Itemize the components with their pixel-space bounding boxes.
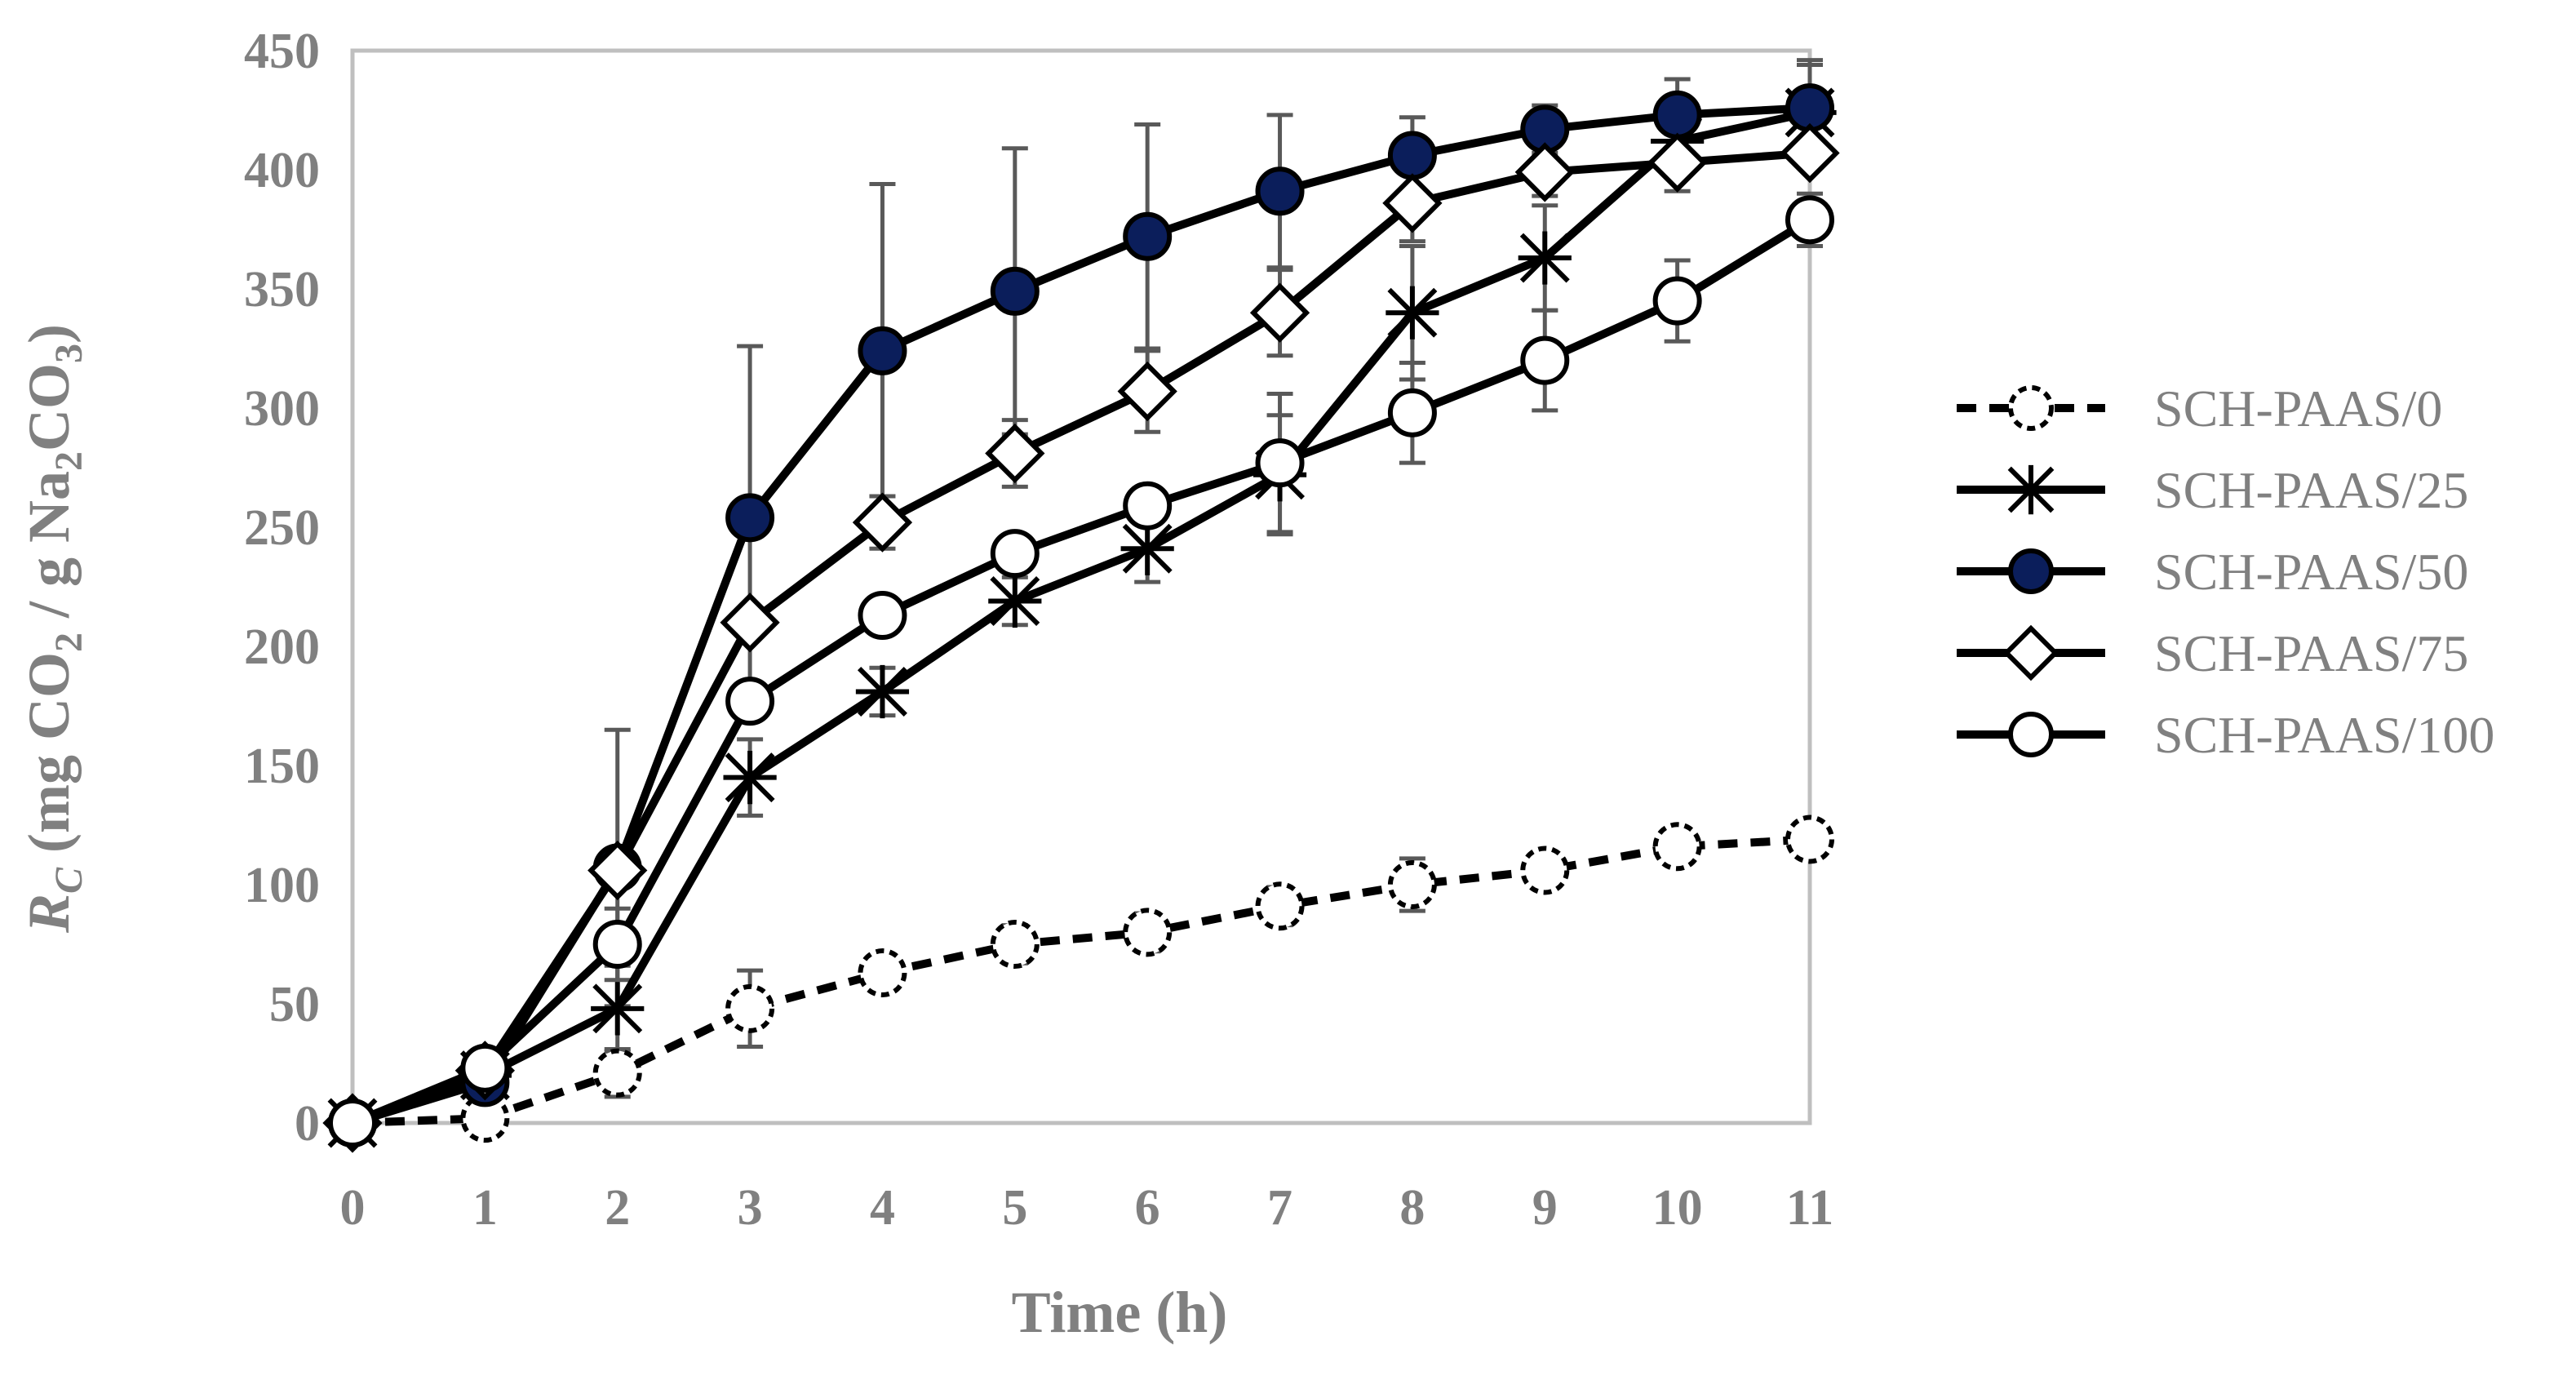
- y-tick-label: 300: [244, 381, 320, 437]
- open-circle-marker: [1652, 276, 1702, 326]
- diamond-marker: [1249, 282, 1310, 343]
- y-tick-label: 200: [244, 619, 320, 675]
- asterisk-marker: [1518, 231, 1572, 285]
- filled-circle-marker: [858, 326, 907, 375]
- x-tick-label: 5: [1002, 1180, 1027, 1236]
- diamond-marker: [1514, 142, 1575, 202]
- filled-circle-marker: [1652, 90, 1702, 140]
- series-line: [352, 835, 1811, 1127]
- asterisk-marker: [591, 982, 645, 1036]
- legend-label: SCH-PAAS/50: [2154, 543, 2468, 601]
- filled-circle-marker: [2008, 548, 2054, 594]
- filled-circle-marker: [990, 266, 1040, 316]
- y-tick-label: 0: [295, 1096, 320, 1152]
- filled-circle-marker: [1123, 211, 1173, 261]
- diamond-marker: [852, 492, 913, 553]
- x-tick-label: 3: [738, 1180, 763, 1236]
- y-tick-label: 100: [244, 858, 320, 913]
- y-tick-label: 400: [244, 143, 320, 198]
- y-tick-label: 50: [269, 977, 320, 1032]
- open-circle-marker: [1520, 335, 1570, 385]
- x-tick-label: 2: [605, 1180, 630, 1236]
- open-circle-marker: [1387, 388, 1437, 437]
- open-circle-marker: [1123, 908, 1173, 957]
- diamond-marker: [1382, 173, 1443, 233]
- filled-circle-marker: [1255, 166, 1305, 216]
- x-axis-ticks: 0 1 2 3 4 5 6 7 8 9 10 11: [340, 1180, 1834, 1236]
- x-tick-label: 11: [1786, 1180, 1834, 1236]
- open-circle-marker: [1520, 846, 1570, 895]
- asterisk-marker: [1386, 286, 1439, 340]
- open-circle-marker: [592, 1048, 642, 1098]
- open-circle-marker: [1785, 195, 1834, 245]
- diamond-marker: [2002, 624, 2059, 681]
- asterisk-marker: [1120, 522, 1174, 575]
- legend-label: SCH-PAAS/75: [2154, 624, 2468, 682]
- x-tick-label: 6: [1135, 1180, 1160, 1236]
- open-circle-marker: [1123, 481, 1173, 530]
- filled-circle-marker: [1387, 131, 1437, 180]
- x-tick-label: 9: [1532, 1180, 1558, 1236]
- open-circle-marker: [1652, 822, 1702, 872]
- open-circle-marker: [990, 920, 1040, 969]
- open-circle-marker: [725, 983, 775, 1033]
- asterisk-marker: [988, 574, 1042, 628]
- open-circle-marker: [1255, 438, 1305, 488]
- open-circle-marker: [990, 529, 1040, 579]
- asterisk-marker: [855, 664, 910, 719]
- diamond-marker: [1647, 132, 1708, 193]
- open-circle-marker: [858, 948, 907, 998]
- x-axis-title: Time (h): [1012, 1280, 1228, 1345]
- y-tick-label: 450: [244, 24, 320, 79]
- y-axis-ticks: 0 50 100 150 200 250 300 350 400 450: [244, 24, 320, 1152]
- x-tick-label: 10: [1652, 1180, 1703, 1236]
- x-tick-label: 1: [472, 1180, 498, 1236]
- asterisk-marker: [2006, 464, 2056, 515]
- x-tick-label: 0: [340, 1180, 366, 1236]
- open-circle-marker: [725, 677, 775, 726]
- open-circle-marker: [460, 1043, 510, 1093]
- plot-area-frame: [350, 48, 1812, 1125]
- x-tick-label: 8: [1399, 1180, 1425, 1236]
- asterisk-marker: [723, 750, 777, 805]
- diamond-marker: [1780, 122, 1840, 184]
- x-tick-label: 7: [1267, 1180, 1292, 1236]
- diamond-marker: [720, 593, 780, 653]
- open-circle-marker: [1387, 860, 1437, 909]
- diamond-marker: [985, 423, 1045, 484]
- open-circle-marker: [328, 1099, 377, 1147]
- open-circle-marker: [2008, 712, 2054, 757]
- y-axis-title: RC (mg CO2 / g Na2CO3): [16, 324, 91, 934]
- legend-label: SCH-PAAS/100: [2154, 706, 2494, 764]
- open-circle-marker: [592, 920, 642, 969]
- x-tick-label: 4: [870, 1180, 895, 1236]
- legend-label: SCH-PAAS/0: [2154, 380, 2442, 437]
- y-tick-label: 150: [244, 739, 320, 794]
- legend: SCH-PAAS/0 SCH-PAAS/25 SCH-PAAS/50 SCH-PAAS…: [1957, 380, 2494, 764]
- y-tick-label: 350: [244, 262, 320, 317]
- open-circle-marker: [2008, 385, 2054, 431]
- filled-circle-marker: [725, 493, 775, 543]
- y-tick-label: 250: [244, 500, 320, 556]
- legend-label: SCH-PAAS/25: [2154, 461, 2468, 519]
- series-markers: [322, 83, 1840, 1153]
- open-circle-marker: [1785, 815, 1834, 864]
- diamond-marker: [1117, 361, 1177, 422]
- open-circle-marker: [1255, 881, 1305, 931]
- open-circle-marker: [858, 591, 907, 641]
- diamond-marker: [587, 840, 648, 901]
